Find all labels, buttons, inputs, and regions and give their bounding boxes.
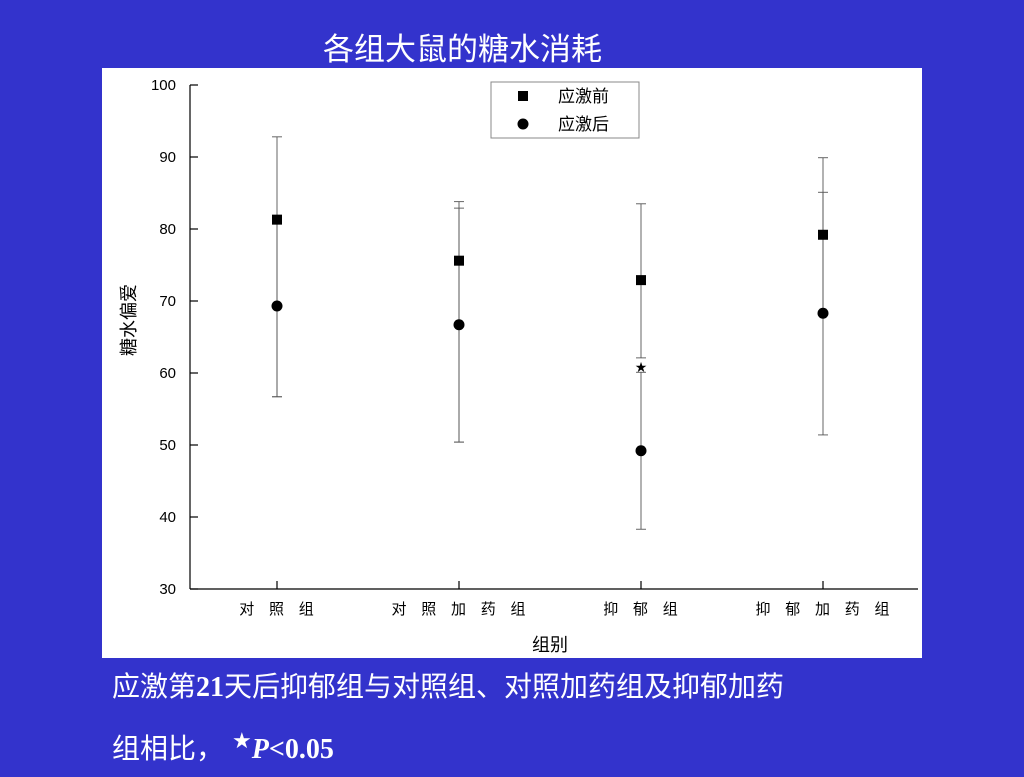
y-tick-label: 90 (159, 149, 176, 166)
caption: 应激第21天后抑郁组与对照组、对照加药组及抑郁加药 组相比， ★P<0.05 (112, 660, 1002, 777)
x-tick-label: 对 照 组 (239, 600, 319, 618)
point-after-stress (635, 445, 647, 457)
y-tick-label: 50 (159, 437, 176, 454)
y-tick-label: 30 (159, 581, 176, 598)
point-before-stress (272, 214, 282, 225)
point-before-stress (454, 255, 464, 266)
chart-panel: 30 40 50 60 70 80 90 100 对 照 组 对 照 加 药 组 抑 郁 组 抑 郁… (102, 68, 922, 658)
data-markers (271, 214, 829, 457)
legend-box (490, 81, 640, 139)
x-tick-label: 对 照 加 药 组 (391, 600, 530, 618)
p-threshold: <0.05 (268, 734, 334, 765)
caption-day-number: 21 (196, 672, 225, 703)
x-axis-ticks: 对 照 组对 照 加 药 组抑 郁 组抑 郁 加 药 组 (239, 581, 894, 618)
p-symbol: P (251, 734, 269, 765)
significance-star: ★ (635, 360, 648, 376)
legend-label: 应激前 (558, 87, 609, 107)
caption-line-1: 应激第21天后抑郁组与对照组、对照加药组及抑郁加药 (112, 660, 1002, 715)
point-before-stress (636, 275, 646, 286)
legend-square-marker (518, 91, 528, 101)
y-tick-label: 80 (159, 221, 176, 238)
legend-label: 应激后 (558, 115, 609, 135)
x-tick-label: 抑 郁 组 (603, 600, 683, 618)
y-axis-title: 糖水偏爱 (119, 284, 140, 356)
axes (189, 85, 918, 590)
x-axis-title: 组别 (532, 635, 568, 656)
y-tick-label: 60 (159, 365, 176, 382)
y-axis-ticks: 30 40 50 60 70 80 90 100 (151, 77, 198, 598)
caption-text: 天后抑郁组与对照组、对照加药组及抑郁加药 (224, 670, 785, 703)
point-after-stress (817, 307, 829, 319)
y-tick-label: 100 (151, 77, 176, 94)
point-before-stress (818, 229, 828, 240)
caption-line-2: 组相比， ★P<0.05 (112, 715, 1002, 777)
y-tick-label: 70 (159, 293, 176, 310)
annotations: ★ (635, 360, 648, 376)
star-icon: ★ (232, 729, 252, 754)
point-after-stress (453, 319, 465, 331)
x-tick-label: 抑 郁 加 药 组 (755, 600, 894, 618)
caption-text: 应激第 (112, 670, 197, 703)
legend-circle-marker (517, 118, 529, 130)
caption-text: 组相比， (112, 732, 225, 765)
sugar-preference-chart: 30 40 50 60 70 80 90 100 对 照 组 对 照 加 药 组 抑 郁 组 抑 郁… (119, 77, 918, 656)
error-bars (272, 136, 828, 530)
slide-title: 各组大鼠的糖水消耗 (323, 32, 602, 68)
p-value: P<0.05 (252, 734, 334, 765)
point-after-stress (271, 300, 283, 312)
y-tick-label: 40 (159, 509, 176, 526)
